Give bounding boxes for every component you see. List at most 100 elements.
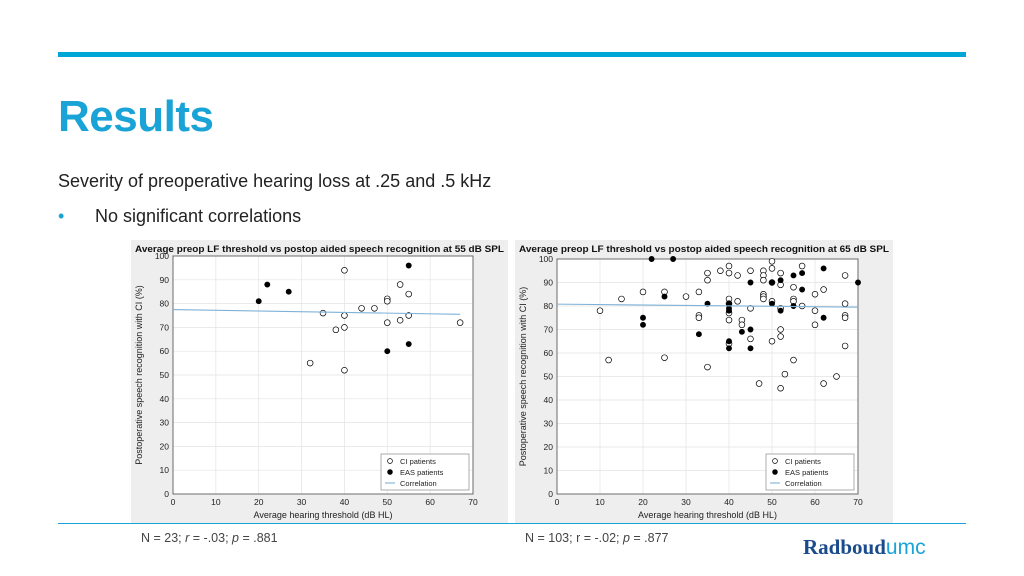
legend-box bbox=[380, 453, 470, 491]
ci-point bbox=[777, 269, 784, 277]
y-tick-label: 70 bbox=[160, 322, 170, 332]
footnote-n: N = 103; r = -.02; bbox=[525, 531, 623, 545]
x-tick-label: 30 bbox=[297, 497, 307, 507]
ci-point bbox=[777, 333, 784, 340]
footnote-r-label: r bbox=[185, 531, 190, 545]
footnote-n: N = 23; bbox=[141, 531, 186, 545]
eas-point bbox=[648, 256, 655, 262]
ci-point bbox=[396, 317, 404, 324]
eas-point bbox=[285, 288, 292, 295]
ci-point bbox=[704, 269, 711, 277]
ci-point bbox=[384, 297, 391, 305]
y-tick-label: 50 bbox=[544, 372, 554, 382]
plot-border bbox=[172, 255, 474, 495]
ci-point bbox=[841, 300, 849, 307]
ci-point bbox=[725, 316, 733, 324]
y-tick-label: 60 bbox=[160, 346, 170, 356]
ci-point bbox=[704, 363, 711, 371]
eas-point bbox=[820, 265, 827, 272]
y-tick-label: 70 bbox=[544, 325, 554, 335]
ci-point bbox=[682, 293, 690, 300]
y-tick-label: 0 bbox=[548, 489, 553, 499]
ci-point bbox=[820, 286, 827, 293]
logo-part2: umc bbox=[885, 536, 926, 559]
y-axis-label: Postoperative speech recognition with CI… bbox=[134, 285, 144, 465]
x-tick-label: 60 bbox=[810, 497, 820, 507]
ci-point bbox=[341, 366, 348, 374]
y-tick-label: 100 bbox=[155, 251, 169, 261]
eas-point bbox=[405, 262, 412, 269]
eas-point bbox=[661, 293, 668, 300]
ci-point bbox=[306, 359, 314, 367]
eas-point bbox=[255, 298, 262, 305]
eas-point bbox=[820, 314, 827, 321]
legend-entry: EAS patients bbox=[785, 468, 829, 477]
x-tick-label: 30 bbox=[681, 497, 691, 507]
eas-point bbox=[670, 256, 677, 262]
ci-point bbox=[777, 385, 784, 392]
eas-point bbox=[769, 300, 775, 307]
eas-point bbox=[855, 279, 861, 286]
eas-point bbox=[777, 277, 784, 284]
ci-point bbox=[639, 288, 647, 296]
radboudumc-logo: Radboudumc bbox=[803, 535, 926, 560]
scatter-plot-55db: Average preop LF threshold vs postop aid… bbox=[134, 244, 504, 520]
ci-point bbox=[798, 262, 806, 270]
ci-point bbox=[734, 272, 741, 279]
eas-point bbox=[726, 307, 732, 314]
ci-point bbox=[695, 314, 703, 321]
ci-point bbox=[717, 267, 724, 275]
ci-point bbox=[755, 380, 763, 387]
ci-point bbox=[820, 380, 827, 387]
ci-point bbox=[456, 319, 464, 326]
ci-point bbox=[747, 267, 754, 275]
legend-swatch-marker bbox=[387, 469, 393, 475]
x-tick-label: 60 bbox=[425, 497, 435, 507]
ci-point bbox=[768, 258, 776, 265]
y-tick-label: 10 bbox=[160, 465, 170, 475]
footnote-p-value: = .881 bbox=[238, 531, 278, 545]
eas-point bbox=[405, 341, 412, 348]
ci-point bbox=[777, 326, 784, 333]
eas-point bbox=[747, 326, 754, 333]
y-tick-label: 30 bbox=[160, 418, 170, 428]
ci-point bbox=[781, 370, 789, 378]
legend-swatch-marker bbox=[772, 458, 778, 464]
eas-point bbox=[777, 307, 784, 314]
ci-point bbox=[695, 288, 703, 296]
y-tick-label: 50 bbox=[160, 370, 170, 380]
ci-point bbox=[341, 267, 348, 274]
y-tick-label: 30 bbox=[544, 419, 554, 429]
eas-point bbox=[640, 314, 646, 321]
ci-point bbox=[790, 283, 797, 291]
x-tick-label: 40 bbox=[340, 497, 350, 507]
eas-point bbox=[704, 300, 711, 307]
ci-point bbox=[704, 276, 711, 284]
ci-point bbox=[841, 272, 849, 279]
ci-point bbox=[747, 335, 754, 343]
x-tick-label: 20 bbox=[254, 497, 264, 507]
ci-point bbox=[811, 321, 819, 329]
ci-point bbox=[760, 295, 767, 303]
ci-point bbox=[811, 290, 819, 298]
ci-point bbox=[841, 342, 849, 350]
chart-55db: Average preop LF threshold vs postop aid… bbox=[131, 240, 508, 523]
x-axis-label: Average hearing threshold (dB HL) bbox=[638, 510, 777, 520]
footnote-p-label: p bbox=[232, 531, 239, 545]
ci-point bbox=[833, 373, 840, 380]
ci-point bbox=[341, 324, 348, 331]
x-tick-label: 0 bbox=[555, 497, 560, 507]
ci-point bbox=[405, 290, 412, 298]
legend-entry: Correlation bbox=[785, 479, 822, 488]
legend-box bbox=[765, 453, 855, 491]
ci-point bbox=[605, 356, 612, 364]
ci-point bbox=[661, 354, 668, 361]
footnote-65db: N = 103; r = -.02; p = .877 bbox=[525, 531, 669, 545]
legend-entry: CI patients bbox=[400, 457, 436, 466]
eas-point bbox=[264, 281, 271, 288]
eas-point bbox=[790, 272, 797, 279]
y-tick-label: 80 bbox=[544, 301, 554, 311]
slide-subtitle: Severity of preoperative hearing loss at… bbox=[58, 171, 492, 191]
ci-point bbox=[319, 309, 327, 317]
y-tick-label: 20 bbox=[160, 441, 170, 451]
